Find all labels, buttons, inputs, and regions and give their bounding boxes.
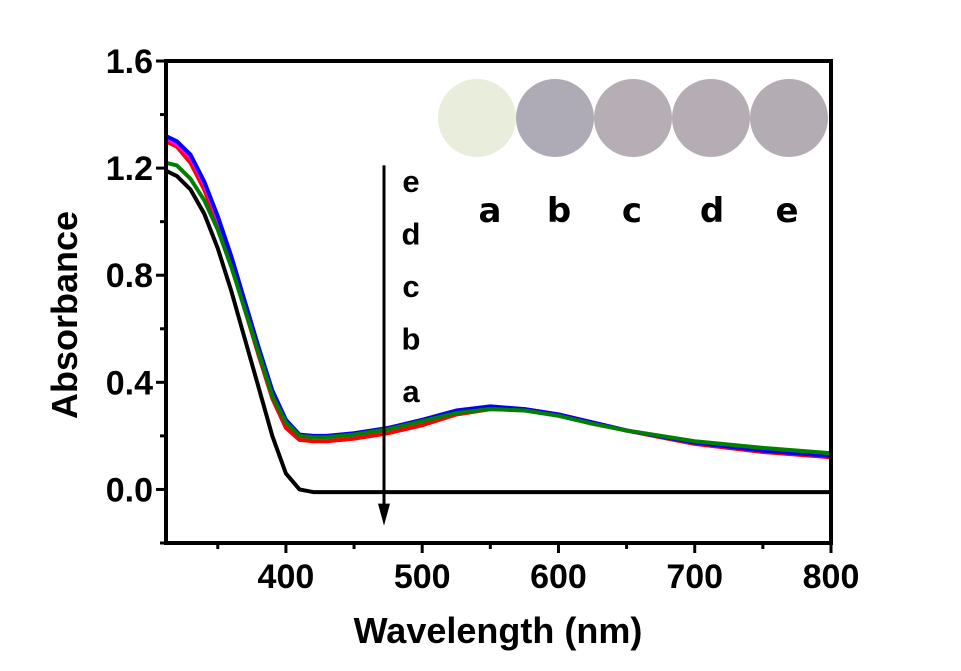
sample-disc-e xyxy=(750,79,828,157)
x-tick-label: 400 xyxy=(258,558,315,596)
sample-label-d: d xyxy=(700,191,724,231)
sample-label-a: a xyxy=(479,191,502,231)
y-tick-label: 0.4 xyxy=(106,364,153,402)
x-tick-label: 800 xyxy=(803,558,860,596)
sample-label-c: c xyxy=(622,191,642,231)
arrow-head xyxy=(378,503,390,526)
sample-disc-a xyxy=(438,79,516,157)
plot-frame xyxy=(164,59,833,545)
x-axis-title: Wavelength (nm) xyxy=(354,610,643,651)
sample-label-e: e xyxy=(775,191,798,231)
arrow-label-a: a xyxy=(402,374,420,409)
series-line-e xyxy=(165,160,832,456)
arrow-label-e: e xyxy=(402,164,419,199)
sample-photo-inset: a b c d e xyxy=(438,79,828,231)
sample-disc-b xyxy=(516,79,594,157)
y-tick-label: 0.0 xyxy=(106,471,153,509)
y-tick-label: 1.6 xyxy=(106,43,153,81)
arrow-label-b: b xyxy=(402,322,421,357)
x-ticks: 400 500 600 700 800 xyxy=(216,543,860,596)
spectra-curves xyxy=(165,134,832,495)
x-tick-label: 600 xyxy=(530,558,587,596)
sample-disc-c xyxy=(594,79,672,157)
series-line-a xyxy=(165,169,831,495)
y-tick-label: 1.2 xyxy=(106,150,153,188)
y-axis-title: Absorbance xyxy=(44,211,85,419)
y-ticks: 0.0 0.4 0.8 1.2 1.6 xyxy=(106,43,166,545)
x-tick-label: 500 xyxy=(394,558,451,596)
sample-label-b: b xyxy=(547,191,571,231)
sample-disc-d xyxy=(672,79,750,157)
x-tick-label: 700 xyxy=(666,558,723,596)
axes xyxy=(164,59,833,545)
arrow-label-d: d xyxy=(402,217,421,252)
y-tick-label: 0.8 xyxy=(106,257,153,295)
trend-arrow xyxy=(378,165,390,526)
arrow-label-c: c xyxy=(402,269,419,304)
